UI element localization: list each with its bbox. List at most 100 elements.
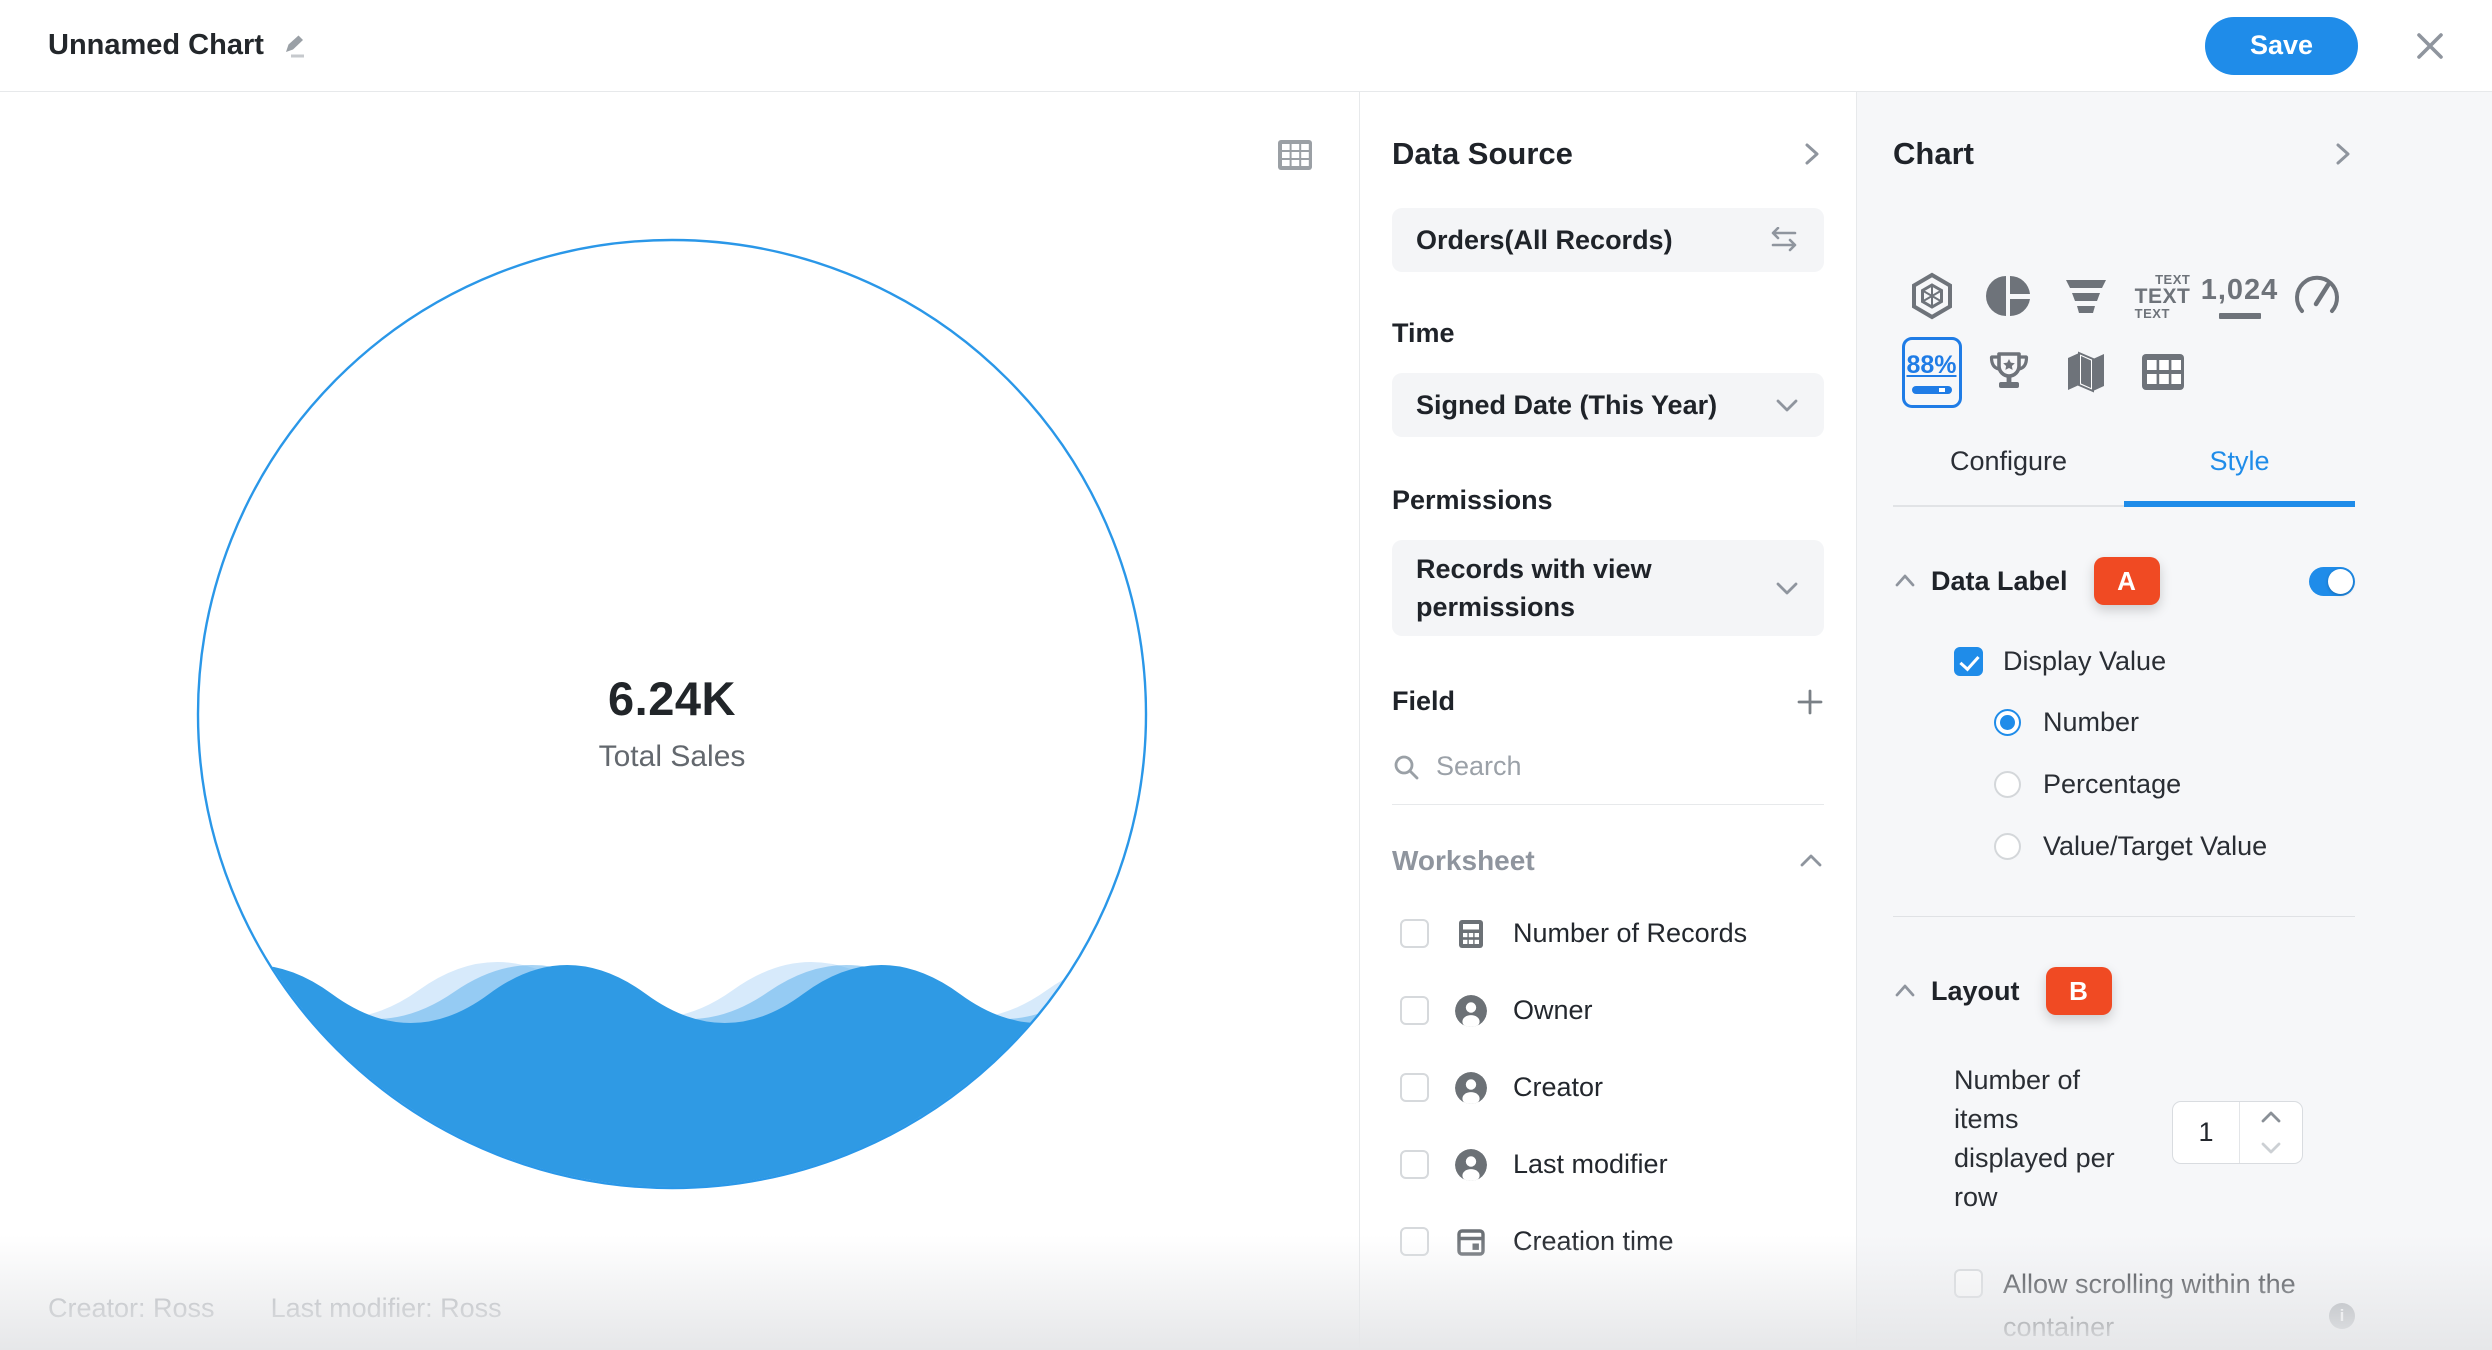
person-icon — [1455, 1071, 1487, 1104]
chart-type-leaderboard[interactable] — [1970, 334, 2047, 410]
close-icon[interactable] — [2412, 28, 2448, 64]
number-radio[interactable] — [1994, 709, 2021, 736]
data-label-title: Data Label — [1931, 565, 2068, 596]
data-grid-icon[interactable] — [1277, 139, 1313, 171]
search-input[interactable] — [1436, 751, 1796, 782]
time-field-value: Signed Date (This Year) — [1416, 390, 1718, 420]
permissions-section-label: Permissions — [1392, 485, 1553, 515]
layout-title: Layout — [1931, 975, 2020, 1006]
liquid-gauge-chart: 6.24K Total Sales — [195, 237, 1149, 1191]
chart-type-radar[interactable] — [1893, 258, 1970, 334]
tab-style[interactable]: Style — [2124, 440, 2355, 507]
progress-chart-icon: 88% — [1901, 336, 1962, 408]
field-row-creation-time[interactable]: Creation time — [1392, 1203, 1824, 1280]
gauge-outline-circle — [196, 238, 1148, 1190]
data-source-title: Data Source — [1392, 136, 1573, 171]
chart-settings-panel: Chart — [1857, 92, 2492, 1350]
chart-type-gauge[interactable] — [2278, 258, 2355, 334]
field-row-last-modifier[interactable]: Last modifier — [1392, 1126, 1824, 1203]
edit-pencil-icon[interactable] — [280, 32, 308, 60]
data-label-toggle[interactable] — [2309, 566, 2355, 596]
radar-chart-icon — [1911, 272, 1952, 320]
field-label: Creator — [1513, 1072, 1604, 1102]
percentage-radio[interactable] — [1994, 771, 2021, 798]
allow-scrolling-row[interactable]: Allow scrolling within the container i — [1954, 1263, 2355, 1349]
items-per-row-stepper — [2172, 1101, 2303, 1164]
chevron-up-icon[interactable] — [1798, 848, 1824, 874]
allow-scrolling-checkbox[interactable] — [1954, 1269, 1983, 1298]
hint-badge-b: B — [2045, 967, 2112, 1015]
table-chart-icon — [2141, 354, 2184, 390]
items-per-row-label: Number of items displayed per row — [1954, 1065, 2115, 1212]
field-row-number-of-records[interactable]: Number of Records — [1392, 895, 1824, 972]
chart-type-word-cloud[interactable]: TEXT TEXT TEXT — [2124, 258, 2201, 334]
field-row-creator[interactable]: Creator — [1392, 1049, 1824, 1126]
radio-label: Value/Target Value — [2043, 831, 2268, 861]
field-label: Number of Records — [1513, 918, 1748, 948]
chevron-up-icon[interactable] — [1893, 979, 1917, 1003]
display-value-row[interactable]: Display Value — [1954, 641, 2355, 681]
creator-label: Creator: Ross — [48, 1293, 215, 1323]
pie-chart-icon — [1985, 275, 2030, 317]
funnel-chart-icon — [2065, 280, 2106, 313]
display-value-label: Display Value — [2003, 646, 2167, 676]
liquid-gauge-svg — [196, 238, 1148, 1190]
data-source-selector[interactable]: Orders(All Records) — [1392, 208, 1824, 272]
chevron-up-icon[interactable] — [1893, 569, 1917, 593]
radio-row-number[interactable]: Number — [1994, 707, 2355, 738]
chart-type-grid: TEXT TEXT TEXT 1,024 — [1893, 258, 2355, 410]
allow-scrolling-label: Allow scrolling within the container — [2003, 1269, 2296, 1342]
chart-preview-canvas: 6.24K Total Sales Creator: Ross Last mod… — [0, 92, 1360, 1350]
stepper-down-button[interactable] — [2240, 1133, 2302, 1164]
canvas-footer: Creator: Ross Last modifier: Ross — [48, 1293, 502, 1324]
field-section-label: Field — [1392, 686, 1456, 716]
chart-type-number-card[interactable]: 1,024 — [2201, 258, 2278, 334]
save-button[interactable]: Save — [2204, 16, 2358, 75]
radio-row-percentage[interactable]: Percentage — [1994, 769, 2355, 800]
person-icon — [1455, 994, 1487, 1027]
chevron-down-icon — [1776, 582, 1798, 595]
chart-type-pie[interactable] — [1970, 258, 2047, 334]
chart-type-funnel[interactable] — [2047, 258, 2124, 334]
field-checkbox[interactable] — [1400, 996, 1429, 1025]
radio-row-value-target[interactable]: Value/Target Value — [1994, 831, 2355, 862]
last-modifier-label: Last modifier: Ross — [270, 1293, 502, 1323]
search-icon — [1394, 755, 1419, 779]
tab-configure[interactable]: Configure — [1949, 446, 2068, 476]
permissions-value: Records with view permissions — [1416, 554, 1652, 622]
chart-type-progress-selected[interactable]: 88% — [1893, 334, 1970, 410]
chevron-right-icon[interactable] — [1798, 141, 1824, 167]
gauge-chart-icon — [2294, 275, 2339, 313]
field-search — [1392, 751, 1824, 805]
info-icon[interactable]: i — [2329, 1303, 2355, 1329]
page-title: Unnamed Chart — [48, 29, 264, 61]
chart-panel-title: Chart — [1893, 136, 1974, 171]
field-label: Last modifier — [1513, 1149, 1668, 1179]
time-field-dropdown[interactable]: Signed Date (This Year) — [1392, 373, 1824, 437]
data-source-panel: Data Source Orders(All Records) Time Sig… — [1360, 92, 1857, 1350]
field-label: Owner — [1513, 995, 1593, 1025]
field-checkbox[interactable] — [1400, 1150, 1429, 1179]
chart-type-map[interactable] — [2047, 334, 2124, 410]
calculator-icon — [1459, 919, 1483, 948]
permissions-dropdown[interactable]: Records with view permissions — [1392, 540, 1824, 636]
word-cloud-icon: TEXT TEXT TEXT — [2134, 271, 2191, 321]
field-checkbox[interactable] — [1400, 1227, 1429, 1256]
add-field-icon[interactable] — [1796, 688, 1824, 716]
chart-type-table[interactable] — [2124, 334, 2201, 410]
display-value-checkbox[interactable] — [1954, 646, 1983, 676]
number-card-icon: 1,024 — [2201, 274, 2279, 319]
settings-tabs: Configure Style — [1893, 440, 2355, 507]
chevron-right-icon[interactable] — [2329, 141, 2355, 167]
value-target-radio[interactable] — [1994, 833, 2021, 860]
items-per-row-input[interactable] — [2173, 1102, 2239, 1163]
field-row-owner[interactable]: Owner — [1392, 972, 1824, 1049]
swap-icon — [1771, 227, 1797, 252]
field-checkbox[interactable] — [1400, 919, 1429, 948]
stepper-up-button[interactable] — [2240, 1102, 2302, 1133]
field-checkbox[interactable] — [1400, 1073, 1429, 1102]
worksheet-section-label: Worksheet — [1392, 845, 1535, 876]
layout-section-header: Layout B — [1893, 967, 2355, 1015]
data-source-value: Orders(All Records) — [1416, 225, 1673, 255]
